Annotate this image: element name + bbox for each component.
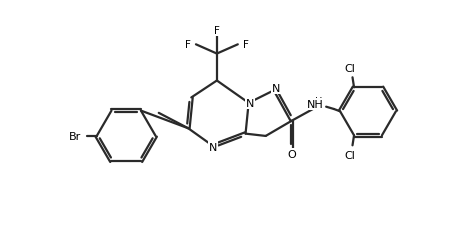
Text: F: F — [213, 26, 219, 36]
Text: Cl: Cl — [344, 150, 355, 160]
Text: NH: NH — [306, 100, 323, 110]
Text: F: F — [242, 40, 248, 50]
Text: O: O — [287, 150, 296, 160]
Text: Br: Br — [69, 131, 81, 141]
Text: Cl: Cl — [344, 64, 355, 74]
Text: H: H — [314, 96, 321, 106]
Text: N: N — [208, 142, 217, 152]
Text: F: F — [185, 40, 191, 50]
Text: N: N — [245, 98, 254, 108]
Text: N: N — [272, 84, 280, 94]
